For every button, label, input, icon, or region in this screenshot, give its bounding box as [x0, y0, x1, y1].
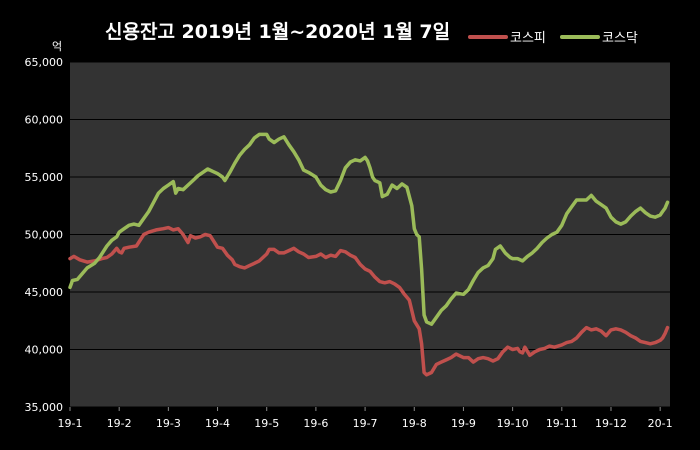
series-line-kospi — [68, 225, 670, 377]
y-tick-label: 55,000 — [25, 171, 64, 184]
x-tick-label: 19-1 — [58, 417, 83, 430]
y-tick-label: 60,000 — [25, 114, 64, 127]
legend-kospi-label: 코스피 — [510, 31, 546, 46]
x-tick-label: 19-6 — [303, 417, 328, 430]
x-tick-label: 19-9 — [451, 417, 476, 430]
x-tick-label: 19-4 — [205, 417, 230, 430]
y-axis-ticks: 35,000 40,000 45,000 50,000 55,000 60,000 65,0… — [25, 56, 64, 414]
y-tick-label: 40,000 — [25, 344, 64, 357]
x-tick-label: 19-2 — [107, 417, 132, 430]
x-tick-label: 19-10 — [497, 417, 529, 430]
x-axis-ticks: 19-1 19-2 19-3 19-4 19-5 19-6 19-7 19-8 19-9 19-1… — [58, 407, 673, 430]
legend-kosdaq-label: 코스닥 — [602, 31, 638, 46]
x-tick-label: 19-12 — [595, 417, 627, 430]
grid-lines — [70, 61, 670, 408]
y-tick-label: 35,000 — [25, 401, 64, 414]
series-layer — [68, 132, 670, 377]
chart-title: 신용잔고 2019년 1월~2020년 1월 7일 — [105, 21, 450, 43]
legend: 코스피 코스닥 — [468, 31, 638, 46]
y-tick-label: 45,000 — [25, 286, 64, 299]
series-line-kosdaq — [68, 132, 670, 326]
y-tick-label: 65,000 — [25, 56, 64, 69]
y-axis-unit-label: 억 — [52, 40, 62, 53]
x-tick-label: 20-1 — [648, 417, 673, 430]
x-tick-label: 19-5 — [254, 417, 279, 430]
x-tick-label: 19-3 — [156, 417, 181, 430]
x-tick-label: 19-11 — [546, 417, 578, 430]
y-tick-label: 50,000 — [25, 229, 64, 242]
x-tick-label: 19-7 — [353, 417, 378, 430]
x-tick-label: 19-8 — [402, 417, 427, 430]
